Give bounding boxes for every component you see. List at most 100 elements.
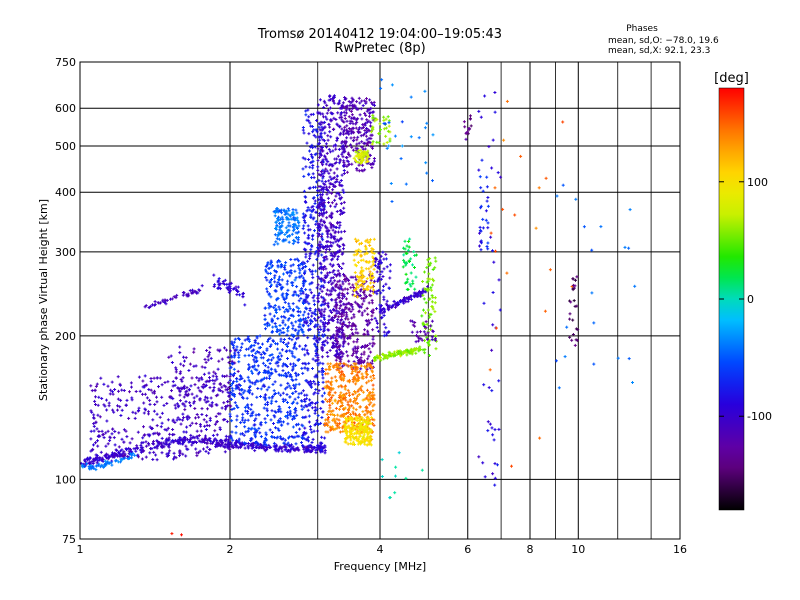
- data-point: [156, 376, 159, 379]
- point-vbar: [276, 400, 277, 403]
- point-vbar: [180, 399, 181, 402]
- data-point: [259, 395, 262, 398]
- point-vbar: [192, 422, 193, 425]
- point-vbar: [278, 448, 279, 451]
- point-vbar: [226, 435, 227, 438]
- data-point: [225, 283, 228, 286]
- data-point: [217, 368, 220, 371]
- data-point: [207, 359, 210, 362]
- point-vbar: [256, 396, 257, 399]
- data-point: [208, 346, 211, 349]
- data-point: [204, 358, 207, 361]
- point-vbar: [185, 405, 186, 408]
- point-vbar: [273, 356, 274, 359]
- point-vbar: [175, 366, 176, 369]
- data-point: [151, 458, 154, 461]
- data-point: [241, 295, 244, 298]
- data-point: [212, 375, 215, 378]
- data-point: [183, 396, 186, 399]
- point-vbar: [118, 451, 119, 454]
- point-vbar: [132, 437, 133, 440]
- data-point: [169, 298, 172, 301]
- point-vbar: [250, 408, 251, 411]
- point-vbar: [148, 433, 149, 436]
- data-point: [156, 424, 159, 427]
- point-vbar: [249, 340, 250, 343]
- point-vbar: [231, 408, 232, 411]
- point-vbar: [143, 425, 144, 428]
- data-point: [129, 441, 132, 444]
- data-point: [160, 425, 163, 428]
- data-point: [161, 412, 164, 415]
- data-point: [205, 450, 208, 453]
- point-vbar: [157, 447, 158, 450]
- point-vbar: [120, 460, 121, 463]
- point-vbar: [164, 445, 165, 448]
- point-vbar: [216, 403, 217, 406]
- point-vbar: [212, 442, 213, 445]
- point-vbar: [302, 424, 303, 427]
- data-point: [134, 450, 137, 453]
- point-vbar: [122, 438, 123, 441]
- point-vbar: [194, 347, 195, 350]
- data-point: [113, 436, 116, 439]
- data-point: [219, 426, 222, 429]
- point-vbar: [194, 407, 195, 410]
- point-vbar: [283, 369, 284, 372]
- point-vbar: [210, 386, 211, 389]
- point-vbar: [236, 425, 237, 428]
- point-vbar: [174, 421, 175, 424]
- point-vbar: [279, 374, 280, 377]
- point-vbar: [168, 438, 169, 441]
- data-point: [208, 448, 211, 451]
- point-vbar: [105, 454, 106, 457]
- point-vbar: [264, 377, 265, 380]
- data-point: [103, 436, 106, 439]
- point-vbar: [154, 392, 155, 395]
- data-point: [126, 399, 129, 402]
- point-vbar: [286, 343, 287, 346]
- data-point: [213, 429, 216, 432]
- data-point: [237, 360, 240, 363]
- data-point: [282, 369, 285, 372]
- data-point: [279, 352, 282, 355]
- data-point: [108, 402, 111, 405]
- data-point: [243, 380, 246, 383]
- point-vbar: [213, 389, 214, 392]
- point-vbar: [204, 418, 205, 421]
- point-vbar: [209, 379, 210, 382]
- point-vbar: [216, 421, 217, 424]
- point-vbar: [278, 421, 279, 424]
- data-point: [187, 369, 190, 372]
- point-vbar: [228, 391, 229, 394]
- data-point: [256, 387, 259, 390]
- point-vbar: [228, 395, 229, 398]
- point-vbar: [204, 373, 205, 376]
- point-vbar: [157, 440, 158, 443]
- point-vbar: [189, 388, 190, 391]
- phases-o-stats: mean, sd,O: −78.0, 19.6: [608, 36, 719, 46]
- point-vbar: [184, 396, 185, 399]
- point-vbar: [296, 423, 297, 426]
- point-vbar: [230, 289, 231, 292]
- data-point: [301, 372, 304, 375]
- point-vbar: [240, 445, 241, 448]
- data-point: [212, 434, 215, 437]
- point-vbar: [231, 419, 232, 422]
- point-vbar: [285, 387, 286, 390]
- data-point: [147, 412, 150, 415]
- point-vbar: [199, 434, 200, 437]
- point-vbar: [106, 409, 107, 412]
- point-vbar: [186, 293, 187, 296]
- point-vbar: [280, 340, 281, 343]
- point-vbar: [197, 413, 198, 416]
- point-vbar: [120, 399, 121, 402]
- point-vbar: [152, 418, 153, 421]
- point-vbar: [120, 454, 121, 457]
- point-vbar: [218, 360, 219, 363]
- point-vbar: [255, 339, 256, 342]
- point-vbar: [299, 392, 300, 395]
- point-vbar: [109, 462, 110, 465]
- point-vbar: [111, 464, 112, 467]
- data-point: [122, 441, 125, 444]
